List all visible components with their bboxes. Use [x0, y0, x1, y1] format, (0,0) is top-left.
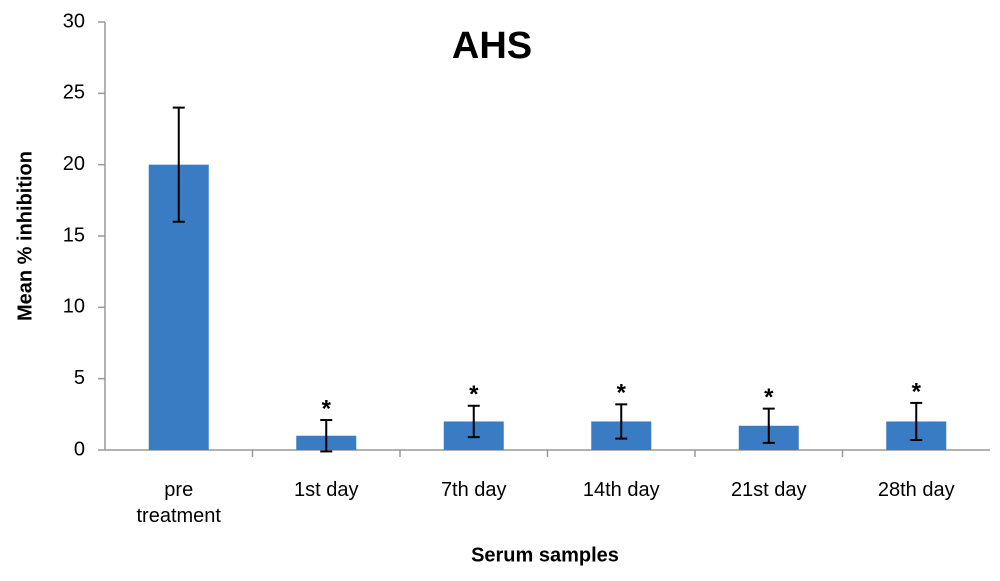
chart-title: AHS [452, 25, 532, 67]
x-tick-label: 21st day [730, 479, 807, 501]
x-tick-label: 14th day [582, 479, 660, 501]
x-axis-label: Serum samples [471, 544, 619, 566]
y-tick-label: 10 [63, 296, 85, 318]
y-tick-label: 20 [63, 153, 85, 175]
significance-mark: * [764, 384, 774, 411]
x-tick-label: 7th day [440, 479, 507, 501]
y-tick-label: 5 [74, 367, 85, 389]
x-tick-label: 1st day [294, 479, 359, 501]
significance-mark: * [617, 380, 627, 407]
significance-mark: * [912, 378, 922, 405]
y-tick-label: 15 [63, 224, 85, 246]
y-tick-label: 30 [63, 10, 85, 32]
significance-mark: * [322, 395, 332, 422]
x-tick-label: 28th day [877, 479, 955, 501]
y-tick-label: 0 [74, 438, 85, 460]
y-tick-label: 25 [63, 82, 85, 104]
x-tick-label: pre treatment [136, 479, 221, 527]
y-axis-label: Mean % inhibition [14, 151, 36, 321]
significance-mark: * [469, 381, 479, 408]
